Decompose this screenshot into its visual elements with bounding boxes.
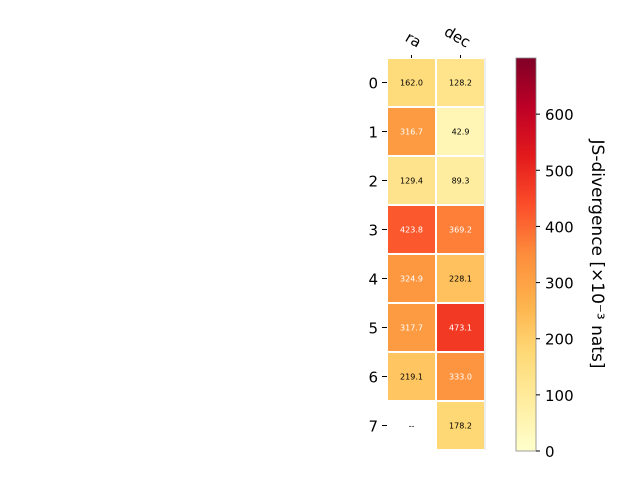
cell-value-label: 162.0: [400, 79, 423, 88]
column-labels: ra dec: [402, 22, 473, 58]
row-labels: 0 1 2 3 4 5 6 7: [368, 75, 387, 436]
colorbar-tick-label: 100: [545, 387, 574, 405]
colorbar-gradient: [516, 58, 536, 451]
cell-value-label: 317.7: [400, 324, 423, 333]
row-label-5: 5: [368, 320, 378, 338]
colorbar: 0 100 200 300 400 500 600 JS-divergence [×10⁻³ …: [516, 58, 607, 461]
cell-value-label: 369.2: [449, 226, 472, 235]
cell-value-label: 423.8: [400, 226, 423, 235]
column-label-dec: dec: [441, 22, 473, 51]
row-label-0: 0: [368, 75, 378, 93]
cell-missing-label: --: [409, 422, 415, 431]
colorbar-tick-label: 0: [545, 443, 555, 461]
row-label-4: 4: [368, 271, 378, 289]
cell-value-label: 228.1: [449, 275, 472, 284]
row-label-3: 3: [368, 222, 378, 240]
cell-value-label: 473.1: [449, 324, 472, 333]
row-label-1: 1: [368, 124, 378, 142]
cell-value-label: 316.7: [400, 128, 423, 137]
colorbar-tick-label: 400: [545, 218, 574, 236]
row-label-6: 6: [368, 369, 378, 387]
row-label-7: 7: [368, 418, 378, 436]
colorbar-tick-label: 200: [545, 331, 574, 349]
cell-value-label: 128.2: [449, 79, 472, 88]
cell-value-label: 89.3: [452, 177, 470, 186]
column-label-ra: ra: [402, 28, 424, 51]
cell-value-label: 129.4: [400, 177, 423, 186]
heatmap-cells: 162.0 128.2 316.7 42.9 129.4 89.3 423.8 369.2 32…: [388, 58, 485, 450]
cell-value-label: 324.9: [400, 275, 423, 284]
colorbar-tick-label: 300: [545, 275, 574, 293]
cell-value-label: 333.0: [449, 373, 472, 382]
colorbar-tick-label: 600: [545, 106, 574, 124]
colorbar-label: JS-divergence [×10⁻³ nats]: [587, 139, 607, 369]
colorbar-tick-label: 500: [545, 162, 574, 180]
cell-value-label: 42.9: [452, 128, 470, 137]
row-label-2: 2: [368, 173, 378, 191]
cell-value-label: 219.1: [400, 373, 423, 382]
cell-value-label: 178.2: [449, 422, 472, 431]
